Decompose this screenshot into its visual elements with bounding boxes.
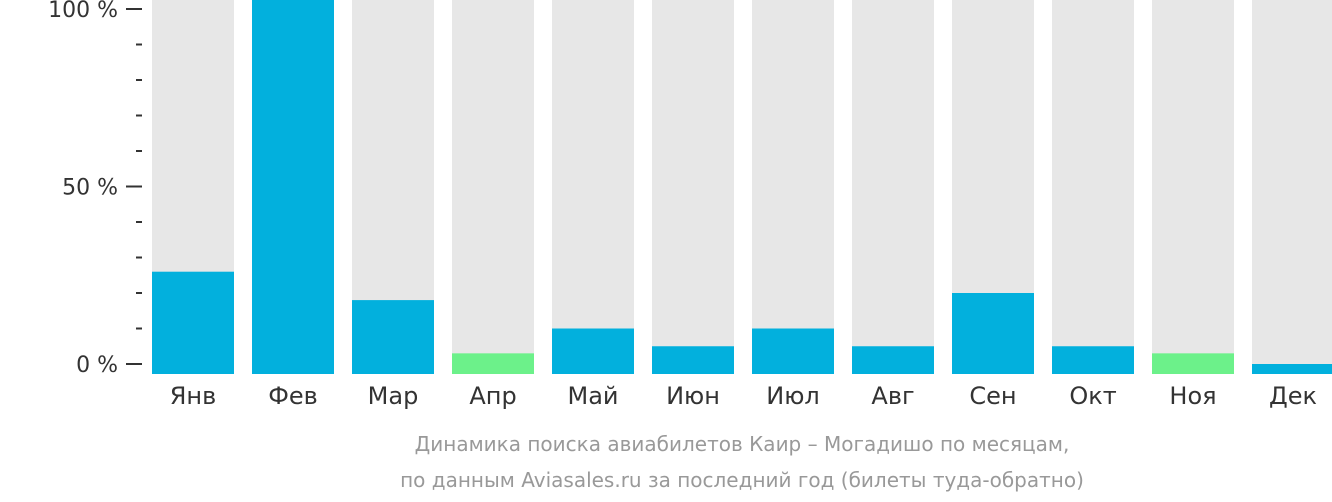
chart-caption-line-2: по данным Aviasales.ru за последний год … bbox=[400, 468, 1084, 492]
bar-11 bbox=[1252, 364, 1332, 374]
x-tick-label-3: Апр bbox=[469, 382, 516, 410]
x-tick-label-1: Фев bbox=[268, 382, 318, 410]
y-tick-label-0: 0 % bbox=[76, 353, 118, 378]
chart-caption-line-1: Динамика поиска авиабилетов Каир – Могад… bbox=[415, 432, 1070, 456]
bar-track-3 bbox=[452, 0, 534, 374]
x-tick-label-7: Авг bbox=[871, 382, 914, 410]
bar-2 bbox=[352, 300, 434, 374]
bar-1 bbox=[252, 0, 334, 374]
bar-track-7 bbox=[852, 0, 934, 374]
bar-5 bbox=[652, 346, 734, 374]
bar-track-9 bbox=[1052, 0, 1134, 374]
x-tick-label-8: Сен bbox=[969, 382, 1016, 410]
x-tick-label-0: Янв bbox=[170, 382, 217, 410]
bar-track-10 bbox=[1152, 0, 1234, 374]
bar-3 bbox=[452, 353, 534, 374]
bar-4 bbox=[552, 328, 634, 374]
y-axis: 0 % 50 % 100 % bbox=[48, 0, 142, 378]
bar-track-11 bbox=[1252, 0, 1332, 374]
bar-track-5 bbox=[652, 0, 734, 374]
bar-8 bbox=[952, 293, 1034, 374]
y-tick-label-2: 100 % bbox=[48, 0, 118, 23]
x-tick-label-10: Ноя bbox=[1169, 382, 1216, 410]
x-tick-label-2: Мар bbox=[368, 382, 419, 410]
bar-7 bbox=[852, 346, 934, 374]
bar-track-4 bbox=[552, 0, 634, 374]
bars bbox=[152, 0, 1332, 374]
bar-6 bbox=[752, 328, 834, 374]
x-tick-label-5: Июн bbox=[666, 382, 720, 410]
x-axis-labels: Янв Фев Мар Апр Май Июн Июл Авг Сен Окт Ноя Дек bbox=[170, 382, 1317, 410]
x-tick-label-4: Май bbox=[567, 382, 618, 410]
y-tick-label-1: 50 % bbox=[62, 176, 118, 201]
x-tick-label-11: Дек bbox=[1269, 382, 1317, 410]
x-tick-label-6: Июл bbox=[766, 382, 820, 410]
bar-0 bbox=[152, 271, 234, 374]
bar-10 bbox=[1152, 353, 1234, 374]
bar-track-6 bbox=[752, 0, 834, 374]
x-tick-label-9: Окт bbox=[1069, 382, 1116, 410]
bar-9 bbox=[1052, 346, 1134, 374]
